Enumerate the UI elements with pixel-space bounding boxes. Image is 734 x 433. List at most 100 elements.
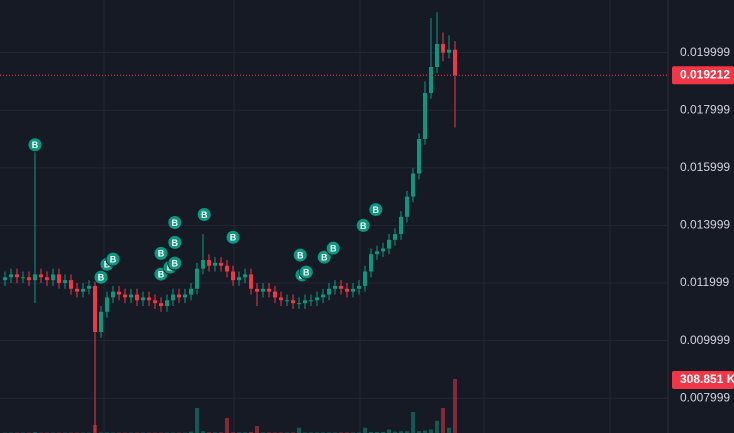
candle-body	[249, 274, 253, 289]
candle-body	[381, 248, 385, 252]
candle-body	[165, 300, 169, 307]
candle-body	[405, 196, 409, 217]
candle-body	[375, 251, 379, 255]
candle-body	[21, 277, 25, 279]
volume-bar	[225, 417, 229, 433]
buy-marker	[105, 251, 121, 267]
volume-label: 308.851 K	[680, 372, 734, 386]
buy-marker-label: B	[360, 221, 367, 231]
volume-bar	[33, 431, 37, 433]
candle-body	[201, 259, 205, 269]
volume-bar	[411, 412, 415, 433]
y-tick-label: 0.009999	[680, 333, 730, 347]
volume-bar	[255, 426, 259, 433]
buy-marker	[355, 217, 371, 233]
candle-body	[57, 274, 61, 284]
candle-body	[93, 285, 97, 332]
candle-body	[207, 259, 211, 266]
candle-body	[75, 288, 79, 292]
candle-body	[51, 274, 55, 281]
candle-body	[171, 294, 175, 301]
volume-bar	[441, 407, 445, 433]
volume-bar	[387, 429, 391, 433]
volume-tag	[672, 370, 734, 389]
candle-body	[447, 49, 451, 53]
candle-body	[87, 285, 91, 289]
candle-body	[189, 288, 193, 295]
volume-bar	[297, 427, 301, 433]
candle-body	[69, 280, 73, 289]
volume-bar	[381, 431, 385, 433]
y-tick-label: 0.013999	[680, 218, 730, 232]
buy-marker-label: B	[32, 140, 39, 150]
volume-bar	[423, 430, 427, 433]
volume-bar	[363, 427, 367, 433]
buy-marker	[292, 247, 308, 263]
candle-body	[99, 311, 103, 332]
volume-bar	[393, 431, 397, 433]
y-tick-label: 0.011999	[680, 275, 729, 289]
candle-body	[183, 294, 187, 298]
candle-body	[297, 303, 301, 305]
y-tick-label: 0.015999	[680, 160, 730, 174]
candle-body	[345, 288, 349, 292]
buy-marker-label: B	[104, 260, 111, 270]
candle-body	[255, 288, 259, 292]
candle-body	[417, 139, 421, 174]
buy-marker	[167, 255, 183, 271]
candle-body	[399, 216, 403, 235]
candle-body	[27, 277, 31, 281]
candle-body	[39, 274, 43, 278]
buy-marker	[167, 215, 183, 231]
candle-body	[195, 268, 199, 289]
last-price-label: 0.019212	[680, 67, 730, 81]
candle-body	[129, 294, 133, 298]
buy-marker	[316, 249, 332, 265]
volume-bar	[429, 429, 433, 433]
y-tick-label: 0.017999	[680, 102, 730, 116]
buy-marker-label: B	[303, 267, 310, 277]
volume-bar	[369, 431, 373, 433]
buy-marker-label: B	[297, 250, 304, 260]
buy-marker-label: B	[172, 259, 179, 269]
candle-body	[327, 288, 331, 295]
vertical-grid	[103, 0, 611, 433]
buy-marker-label: B	[201, 210, 208, 220]
buy-marker-label: B	[172, 218, 179, 228]
candle-body	[135, 294, 139, 301]
candle-body	[303, 300, 307, 304]
candle-body	[105, 297, 109, 312]
buy-marker	[167, 234, 183, 250]
buy-marker-label: B	[98, 273, 105, 283]
buy-marker	[196, 206, 212, 222]
candle-body	[279, 297, 283, 301]
candle-body	[33, 274, 37, 281]
buy-marker-label: B	[321, 252, 328, 262]
y-tick-label: 0.007999	[680, 390, 730, 404]
candle-body	[309, 300, 313, 302]
volume-bar	[201, 431, 205, 433]
candle-body	[45, 277, 49, 281]
candle-body	[333, 285, 337, 289]
candle-body	[453, 49, 457, 76]
volume-bar	[195, 407, 199, 433]
candle-body	[81, 288, 85, 292]
candle-body	[225, 265, 229, 272]
buy-marker	[153, 245, 169, 261]
candle-body	[387, 239, 391, 249]
candle-body	[267, 288, 271, 292]
candle-body	[261, 288, 265, 292]
candle-body	[339, 285, 343, 289]
candle-body	[423, 92, 427, 140]
buy-marker	[368, 202, 384, 218]
buy-marker-label: B	[158, 249, 165, 259]
candle-body	[9, 274, 13, 278]
buy-marker-label: B	[230, 233, 237, 243]
buy-marker	[325, 240, 341, 256]
candle-body	[429, 67, 433, 93]
candle-body	[357, 285, 361, 289]
candle-body	[177, 294, 181, 298]
candle-body	[351, 288, 355, 292]
candle-body	[213, 262, 217, 266]
